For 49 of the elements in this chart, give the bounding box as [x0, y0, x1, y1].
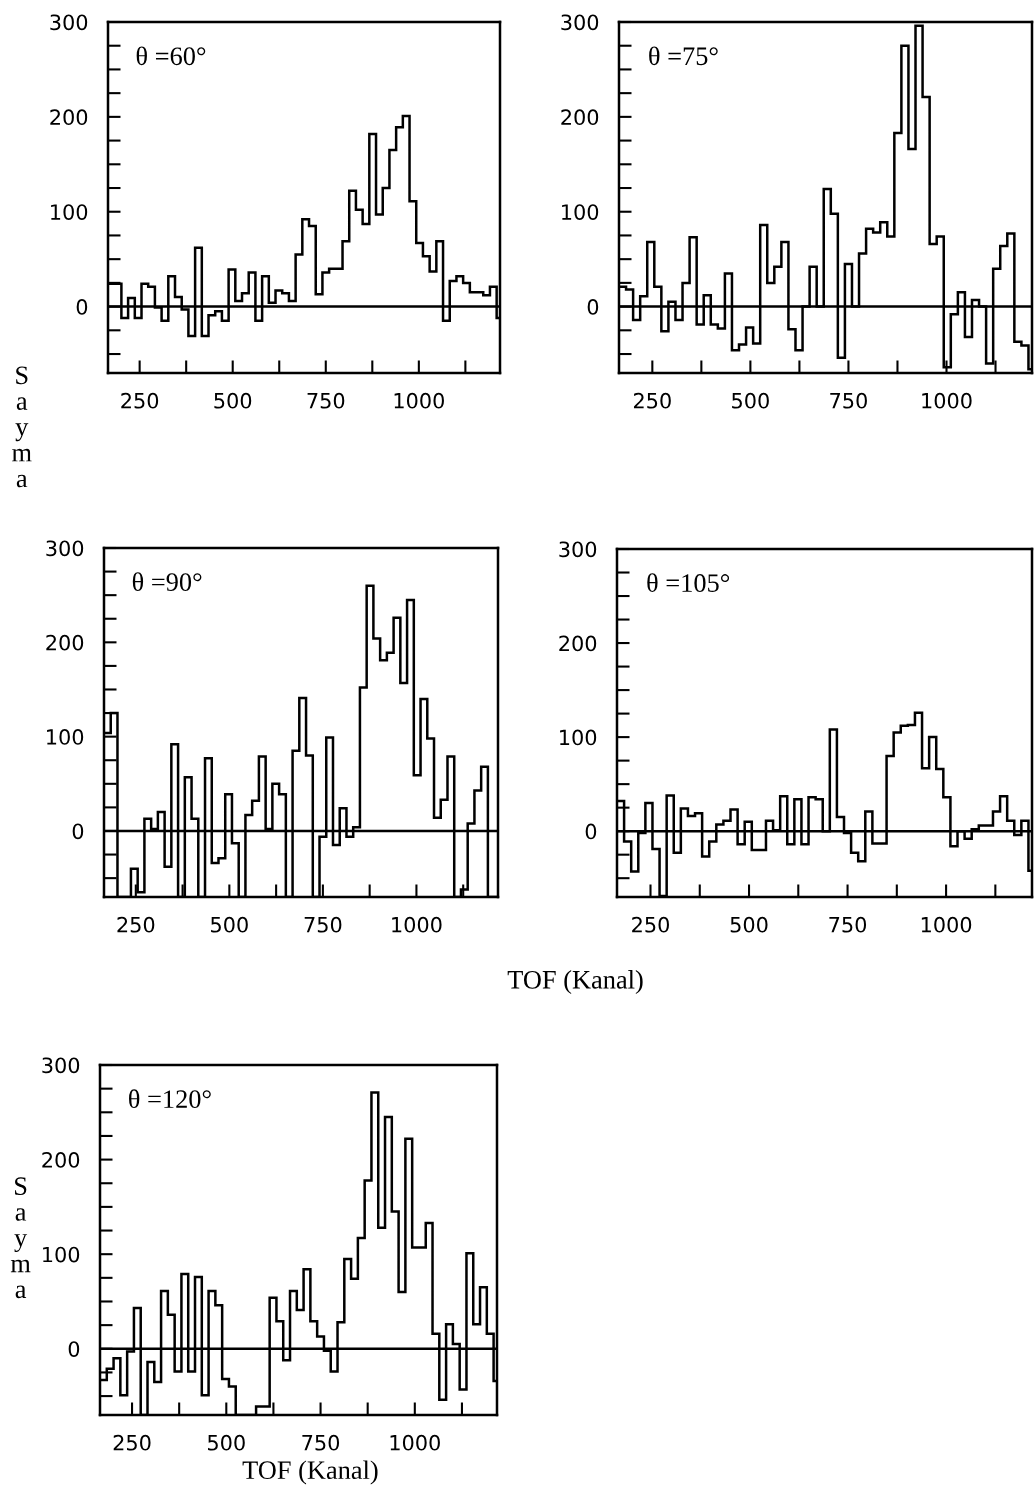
y-tick-label: 300	[50, 14, 88, 31]
y-tick-label: 0	[68, 1341, 80, 1357]
x-tick-label: 1000	[390, 1434, 440, 1451]
x-tick-label: 750	[302, 1434, 340, 1451]
y-tick-label: 100	[43, 1246, 80, 1263]
y-tick-label: 200	[559, 635, 597, 652]
y-tick-label: 200	[46, 634, 84, 651]
y-tick-label: 100	[560, 729, 597, 746]
y-tick-label: 200	[50, 109, 88, 126]
x-tick-label: 750	[307, 392, 345, 409]
x-tick-label: 750	[830, 392, 867, 409]
y-tick-label: 200	[561, 109, 599, 126]
y-tick-label: 0	[585, 823, 597, 840]
y-tick-label: 200	[42, 1152, 80, 1168]
x-tick-label: 250	[113, 1434, 151, 1451]
x-tick-label: 250	[117, 916, 155, 933]
y-tick-label: 0	[587, 299, 599, 315]
y-tick-label: 0	[76, 299, 88, 315]
y-tick-label: 300	[561, 14, 599, 31]
x-tick-label: 500	[208, 1434, 245, 1451]
y-tick-label: 300	[46, 540, 84, 557]
y-tick-label: 100	[47, 729, 84, 745]
x-tick-label: 1000	[394, 392, 444, 409]
x-tick-label: 250	[121, 392, 159, 409]
y-tick-label: 300	[559, 541, 597, 558]
x-tick-label: 250	[633, 392, 671, 409]
text: θ =120°	[129, 1089, 211, 1109]
x-tick-label: 1000	[392, 916, 442, 933]
text: θ =75°	[649, 46, 718, 66]
x-tick-label: 750	[304, 916, 342, 933]
x-tick-label: 500	[732, 392, 769, 409]
x-tick-label: 500	[214, 392, 252, 409]
y-tick-label: 300	[42, 1057, 80, 1074]
y-tick-label: 100	[562, 204, 599, 220]
y-axis-title: Sayma	[10, 1177, 31, 1299]
text: θ =105°	[647, 573, 730, 592]
x-axis-title: TOF (Kanal)	[507, 970, 643, 995]
y-axis-title: Sayma	[12, 366, 32, 488]
y-tick-label: 100	[51, 204, 88, 220]
y-tick-label: 0	[72, 823, 84, 840]
x-tick-label: 1000	[921, 916, 972, 933]
text: θ =60°	[136, 46, 206, 66]
x-tick-label: 500	[730, 916, 768, 933]
x-tick-label: 500	[211, 916, 248, 933]
text: θ =90°	[132, 572, 202, 591]
x-tick-label: 1000	[922, 392, 972, 409]
x-tick-label: 250	[632, 916, 669, 933]
x-axis-title: TOF (Kanal)	[242, 1460, 378, 1485]
x-tick-label: 750	[829, 916, 867, 933]
